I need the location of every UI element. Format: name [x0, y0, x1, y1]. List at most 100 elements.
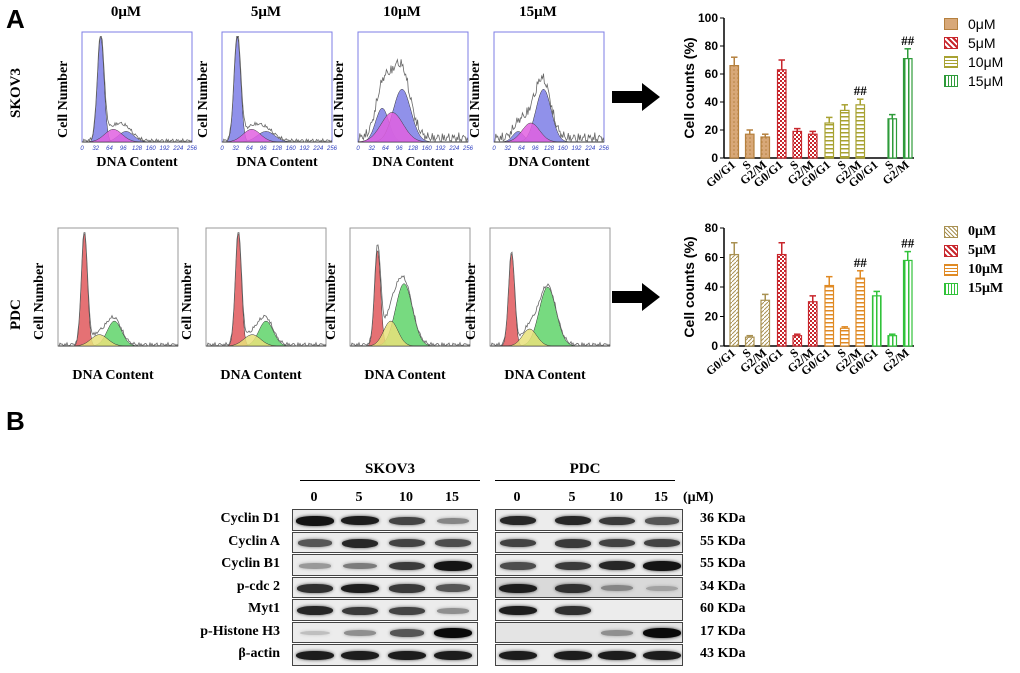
bar — [839, 327, 850, 347]
histogram-outline — [357, 58, 469, 143]
molecular-weight-label: 17 KDa — [700, 623, 746, 639]
x-tick-label: 128 — [408, 146, 419, 150]
x-tick-label: 224 — [312, 146, 324, 150]
conc-header-5: 5μM — [250, 4, 282, 20]
bar — [824, 284, 835, 347]
blot-band — [388, 651, 426, 661]
blot-band — [554, 583, 592, 593]
blot-strip-pdc — [495, 509, 683, 531]
blot-band — [644, 516, 680, 525]
protein-label: p-cdc 2 — [236, 578, 280, 594]
legend-label: 15μM — [968, 72, 1004, 89]
wb-conc-skov3-10: 10 — [399, 490, 413, 505]
x-tick-label: 160 — [422, 146, 433, 150]
blot-band — [500, 561, 536, 570]
blot-band — [598, 561, 636, 571]
blot-strip-skov3 — [292, 644, 478, 666]
x-tick-label: 160 — [558, 146, 569, 150]
s-phase — [206, 334, 326, 347]
legend-label: 5μM — [968, 34, 996, 51]
panel-b-label: B — [6, 406, 25, 436]
blot-band — [343, 562, 377, 569]
blot-band — [435, 584, 471, 593]
legend-swatch — [944, 244, 958, 257]
blot-band — [599, 516, 635, 525]
conc-header-15: 15μM — [519, 4, 557, 20]
bar — [776, 253, 787, 347]
legend-swatch — [944, 225, 958, 238]
x-tick-label: 32 — [504, 146, 511, 150]
flow-histogram: 0 32 64 96 128 160 192 224 256 — [80, 31, 198, 150]
x-tick-label: 128 — [272, 146, 283, 150]
x-axis-label: DNA Content — [72, 368, 154, 383]
y-axis-label: Cell Number — [324, 262, 339, 340]
wb-conc-skov3-5: 5 — [355, 490, 363, 505]
blot-band — [499, 606, 537, 616]
y-axis-label: Cell Number — [332, 60, 347, 138]
wb-group-line — [495, 480, 675, 481]
skov3-legend: 0μM 5μM 10μM 15μM — [944, 15, 1003, 91]
molecular-weight-label: 34 KDa — [700, 578, 746, 594]
x-tick-label: 96 — [532, 146, 539, 150]
bar — [902, 57, 913, 159]
y-axis-label: Cell Number — [196, 60, 211, 138]
blot-band — [600, 630, 634, 637]
panel-a-label: A — [6, 4, 25, 34]
y-tick-label: 40 — [705, 95, 719, 109]
x-tick-label: 192 — [571, 146, 582, 150]
bar — [792, 130, 803, 159]
s-phase — [221, 129, 332, 143]
molecular-weight-label: 55 KDa — [700, 533, 746, 549]
x-tick-label: 192 — [299, 146, 310, 150]
bar — [744, 336, 755, 347]
flow-histogram — [205, 227, 327, 347]
blot-band — [342, 606, 378, 615]
legend-item-5um: 5μM — [944, 34, 1003, 51]
y-tick-label: 80 — [705, 221, 719, 235]
x-tick-label: 256 — [598, 146, 610, 150]
bar — [807, 301, 818, 347]
x-tick-label: 256 — [326, 146, 338, 150]
blot-strip-skov3 — [292, 576, 478, 598]
bar — [871, 295, 882, 347]
flow-histogram: 0 32 64 96 128 160 192 224 256 — [220, 31, 338, 150]
blot-band — [600, 585, 634, 592]
blot-band — [436, 517, 470, 524]
x-tick-label: 256 — [462, 146, 474, 150]
bar — [824, 122, 835, 159]
histogram-outline — [221, 36, 333, 143]
x-tick-label: 0 — [492, 146, 496, 150]
blot-band — [643, 651, 681, 661]
blot-band — [434, 651, 472, 661]
legend-label: 15μM — [968, 280, 1004, 296]
blot-band — [296, 606, 334, 616]
x-tick-label: 224 — [584, 146, 596, 150]
molecular-weight-label: 55 KDa — [700, 556, 746, 571]
blot-band — [554, 516, 592, 526]
significance-annotation: ## — [854, 83, 868, 98]
x-tick-label: 256 — [186, 146, 198, 150]
blot-band — [499, 651, 537, 661]
x-category-label: G0/G1 — [703, 346, 738, 379]
blot-band — [434, 560, 472, 571]
y-axis-label: Cell Number — [32, 262, 47, 340]
legend-label: 10μM — [968, 261, 1004, 277]
blot-band — [554, 606, 592, 616]
bar — [902, 259, 913, 347]
histogram-outline — [57, 232, 179, 347]
legend-label: 0μM — [968, 15, 996, 32]
x-axis-label: DNA Content — [372, 155, 454, 170]
protein-label: Myt1 — [248, 601, 280, 616]
s-phase — [490, 328, 610, 347]
molecular-weight-label: 43 KDa — [700, 646, 746, 661]
bar — [729, 253, 740, 347]
s-phase — [494, 122, 604, 143]
legend-item-10um: 10μM — [944, 261, 1003, 278]
x-tick-label: 0 — [220, 146, 224, 150]
x-tick-label: 224 — [172, 146, 184, 150]
blot-band — [644, 539, 680, 548]
protein-label: β-actin — [238, 646, 280, 661]
protein-label: Cyclin D1 — [220, 511, 281, 526]
